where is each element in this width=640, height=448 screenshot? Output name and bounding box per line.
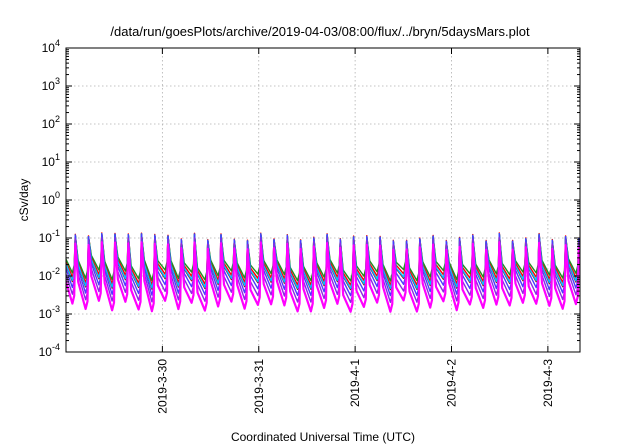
- y-axis-label: cSv/day: [17, 179, 31, 222]
- y-tick-label: 10-4: [39, 342, 60, 359]
- y-axis-ticks: 10-4 10-3 10-2 10-1 100 101 102 103 104: [39, 38, 580, 359]
- chart-title: /data/run/goesPlots/archive/2019-04-03/0…: [110, 24, 530, 39]
- y-tick-label: 104: [42, 38, 60, 55]
- x-tick-label: 2019-3-31: [252, 359, 266, 414]
- series-layer: [66, 232, 580, 313]
- y-tick-label: 101: [42, 152, 60, 169]
- y-tick-label: 102: [42, 114, 60, 131]
- x-tick-label: 2019-4-1: [348, 359, 362, 407]
- x-tick-label: 2019-4-2: [445, 359, 459, 407]
- y-tick-label: 10-2: [39, 266, 60, 283]
- x-axis-ticks: 2019-3-30 2019-3-31 2019-4-1 2019-4-2 2019-4…: [155, 48, 555, 414]
- series-line: [66, 241, 580, 313]
- x-tick-label: 2019-3-30: [155, 359, 169, 414]
- y-tick-label: 100: [42, 190, 60, 207]
- y-tick-label: 10-1: [39, 228, 60, 245]
- y-tick-label: 10-3: [39, 304, 60, 321]
- x-axis-label: Coordinated Universal Time (UTC): [231, 430, 415, 444]
- y-tick-label: 103: [42, 76, 60, 93]
- x-tick-label: 2019-4-3: [541, 359, 555, 407]
